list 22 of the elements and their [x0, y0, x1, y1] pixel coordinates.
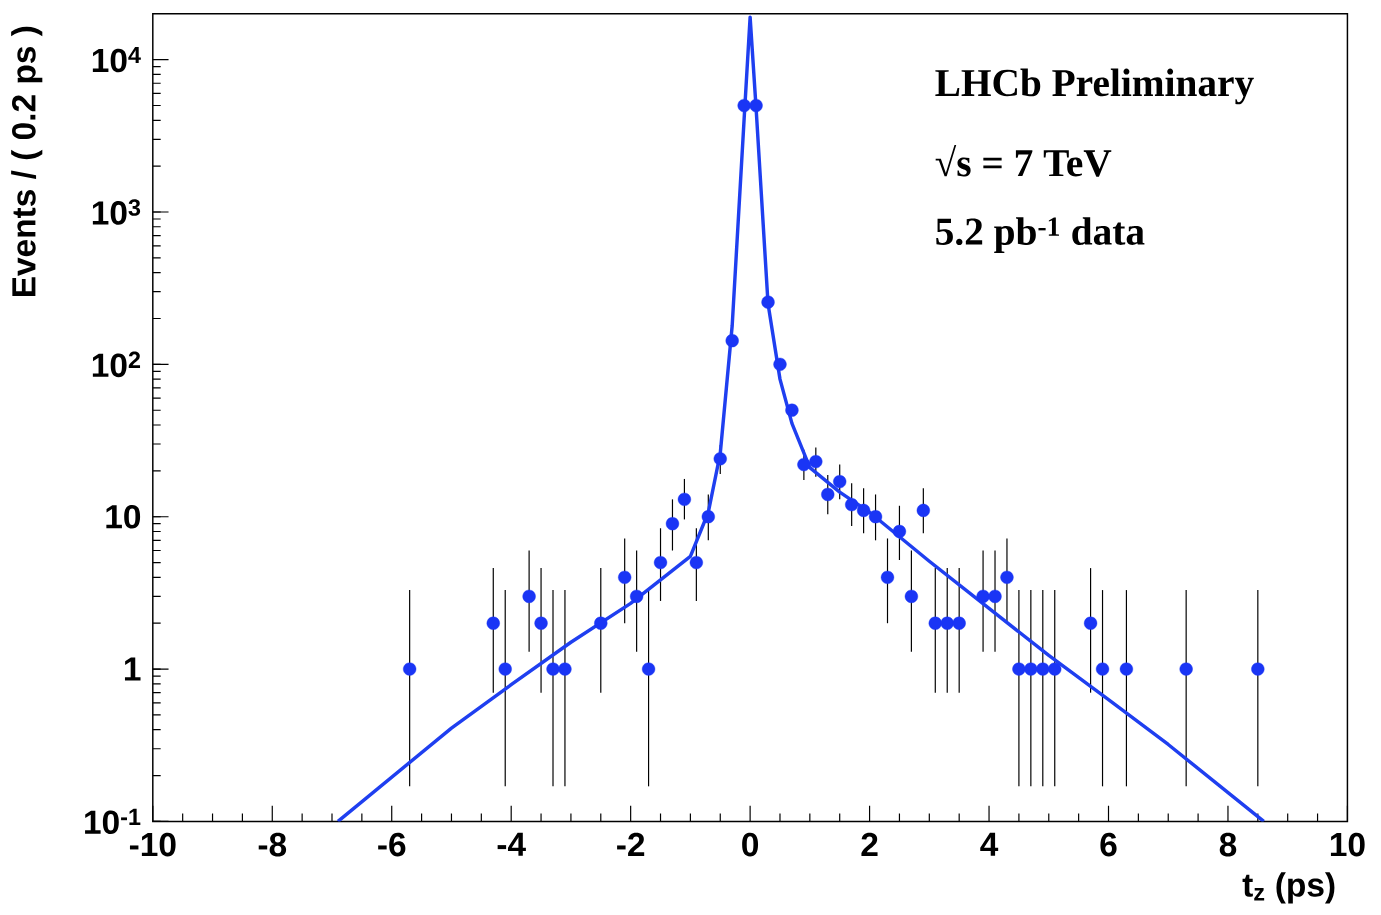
x-tick-label: -4: [497, 832, 526, 856]
x-tick-label: 8: [1219, 832, 1237, 857]
x-tick-label: -6: [378, 832, 406, 857]
y-tick-label: 10$^{-1}$: [85, 808, 141, 835]
x-tick-label: 10: [1330, 832, 1365, 857]
y-tick-label: 1: [124, 657, 141, 681]
y-tick-label: 10$^{2}$: [92, 351, 141, 378]
x-tick-label: 4: [980, 832, 999, 856]
y-tick-label: 10: [106, 505, 141, 529]
y-tick-label: 10$^{3}$: [92, 199, 141, 225]
annotation: √s = 7 TeV: [935, 145, 1112, 177]
x-tick-label: -10: [129, 832, 176, 857]
x-tick-label: 6: [1100, 832, 1117, 857]
x-tick-label: -2: [617, 832, 645, 857]
y-axis-title: Events / ( 0.2 ps ): [11, 27, 43, 297]
x-tick-label: 2: [861, 832, 878, 857]
x-tick-label: -8: [258, 832, 287, 857]
annotation: LHCb Preliminary: [935, 68, 1254, 105]
x-axis-title: t$_{z}$ (ps): [1242, 872, 1335, 904]
x-tick-label: 0: [742, 832, 759, 857]
y-tick-label: 10$^{4}$: [92, 47, 141, 73]
text: 5.2 pb$^{-1}$ data: [936, 217, 1145, 254]
